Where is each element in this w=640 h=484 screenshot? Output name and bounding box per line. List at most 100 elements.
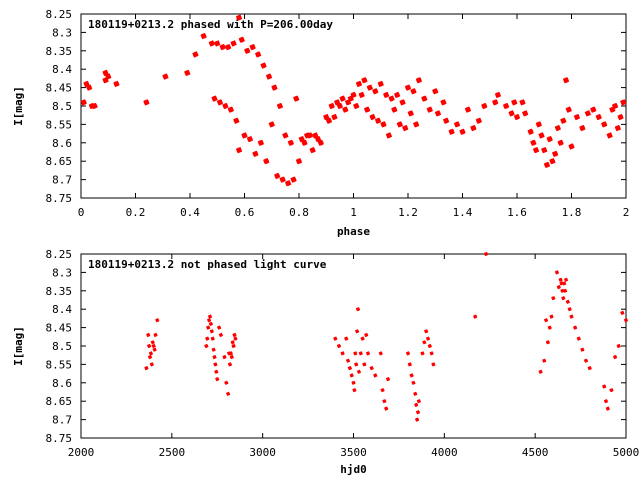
y-tick-label: 8.35 [46,285,73,298]
data-point [328,102,335,110]
data-point [162,73,169,80]
data-point [426,106,433,113]
data-point [364,332,369,338]
data-point [263,158,270,165]
data-point [153,332,158,338]
data-point [549,158,556,165]
data-point [565,299,570,304]
data-point [317,139,324,146]
data-point [573,113,581,121]
data-point [508,110,515,117]
y-tick-label: 8.65 [46,155,73,168]
data-point [355,307,361,312]
plot-frame [80,253,627,439]
data-point [192,51,199,58]
x-tick-label: 1 [350,206,357,219]
data-point [301,139,308,146]
data-point [274,172,281,180]
data-point [351,380,356,385]
data-point [617,113,624,121]
data-point [149,362,154,367]
data-point [208,40,215,47]
data-point [473,314,478,319]
y-tick-label: 8.6 [52,137,72,150]
data-point [431,362,436,367]
data-point [215,377,220,382]
data-point [80,99,87,106]
data-point [333,336,338,341]
data-point [422,340,427,345]
data-point [222,102,229,110]
data-point [213,362,218,367]
x-tick-label: 3500 [340,446,367,459]
data-point [216,325,222,330]
data-point [614,124,621,132]
data-point [620,310,625,315]
phased-light-curve-chart: 0 0.2 0.4 0.6 0.8 1 1.2 1.4 1.6 1.8 2 8.25 8.3 8.35 8.… [12,8,629,238]
data-point [353,351,358,356]
x-tick-label: 4500 [522,446,549,459]
x-tick-label: 1.4 [453,206,473,219]
data-point [616,343,621,349]
data-point [306,132,313,139]
data-point [453,121,461,128]
x-tick-label: 0.8 [289,206,309,219]
data-point [344,336,349,341]
data-point [382,399,387,404]
data-point [355,80,363,88]
data-point [409,373,414,378]
y-axis-label: I[mag] [12,326,25,366]
data-point [86,84,93,91]
data-point [293,95,300,102]
data-point [481,102,488,110]
data-point [405,351,411,356]
y-tick-label: 8.55 [46,118,73,131]
data-point [226,391,231,396]
data-point [562,281,567,286]
data-point [410,88,417,95]
data-point [573,325,578,330]
data-point [623,318,629,323]
data-point [576,336,581,341]
data-point [205,336,210,341]
y-tick-label: 8.65 [46,395,73,408]
data-point [380,121,387,128]
data-point [246,136,254,143]
y-tick-label: 8.25 [46,8,73,21]
data-point [547,325,552,330]
data-point [231,343,236,349]
data-point [150,340,155,345]
y-axis-label: I[mag] [12,86,25,126]
data-point [601,121,608,128]
data-point [216,99,224,106]
data-point [366,84,373,91]
data-point [206,325,211,330]
x-tick-label: 1.2 [398,206,418,219]
data-point [184,69,191,76]
data-point [414,402,419,407]
data-point [105,73,112,80]
data-point [394,91,401,99]
data-point [429,351,434,356]
data-point [543,161,551,168]
data-point [290,176,297,183]
data-point [494,91,502,99]
data-point [459,128,466,135]
data-point [380,388,385,393]
data-point [252,150,259,157]
data-point [230,40,237,47]
y-tick-label: 8.45 [46,82,73,95]
data-point [227,106,234,113]
data-point [200,32,207,40]
data-point [279,176,286,183]
data-point [407,110,414,117]
data-point [218,332,223,338]
data-point [331,113,338,121]
data-point [225,44,232,51]
data-point [425,336,431,341]
data-point [354,362,359,367]
data-point [563,288,568,293]
data-point [147,343,152,349]
